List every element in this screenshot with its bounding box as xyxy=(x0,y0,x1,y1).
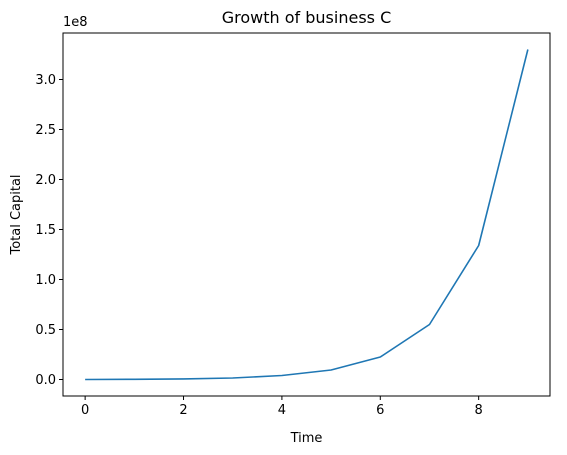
x-axis-title: Time xyxy=(290,431,323,446)
x-tick-label: 6 xyxy=(376,403,384,418)
y-tick-label: 1.0 xyxy=(35,273,56,288)
y-axis-title: Total Capital xyxy=(9,174,24,255)
y-tick-label: 0.5 xyxy=(35,323,56,338)
x-tick-label: 8 xyxy=(475,403,483,418)
chart-title: Growth of business C xyxy=(222,8,392,27)
y-tick-label: 3.0 xyxy=(35,73,56,88)
y-tick-label: 1.5 xyxy=(35,223,56,238)
x-axis-ticks: 0 2 4 6 8 xyxy=(81,396,483,418)
x-tick-label: 2 xyxy=(179,403,187,418)
y-axis-offset-label: 1e8 xyxy=(63,15,88,30)
plot-area xyxy=(63,33,550,396)
series-line-0 xyxy=(85,49,529,381)
y-tick-label: 2.5 xyxy=(35,123,56,138)
plot-frame xyxy=(62,32,551,397)
y-tick-label: 2.0 xyxy=(35,173,56,188)
x-tick-label: 0 xyxy=(81,403,89,418)
y-axis-ticks: 0.0 0.5 1.0 1.5 2.0 2.5 3.0 xyxy=(35,73,63,388)
series-layer xyxy=(85,49,529,381)
y-tick-label: 0.0 xyxy=(35,373,56,388)
x-tick-label: 4 xyxy=(278,403,286,418)
